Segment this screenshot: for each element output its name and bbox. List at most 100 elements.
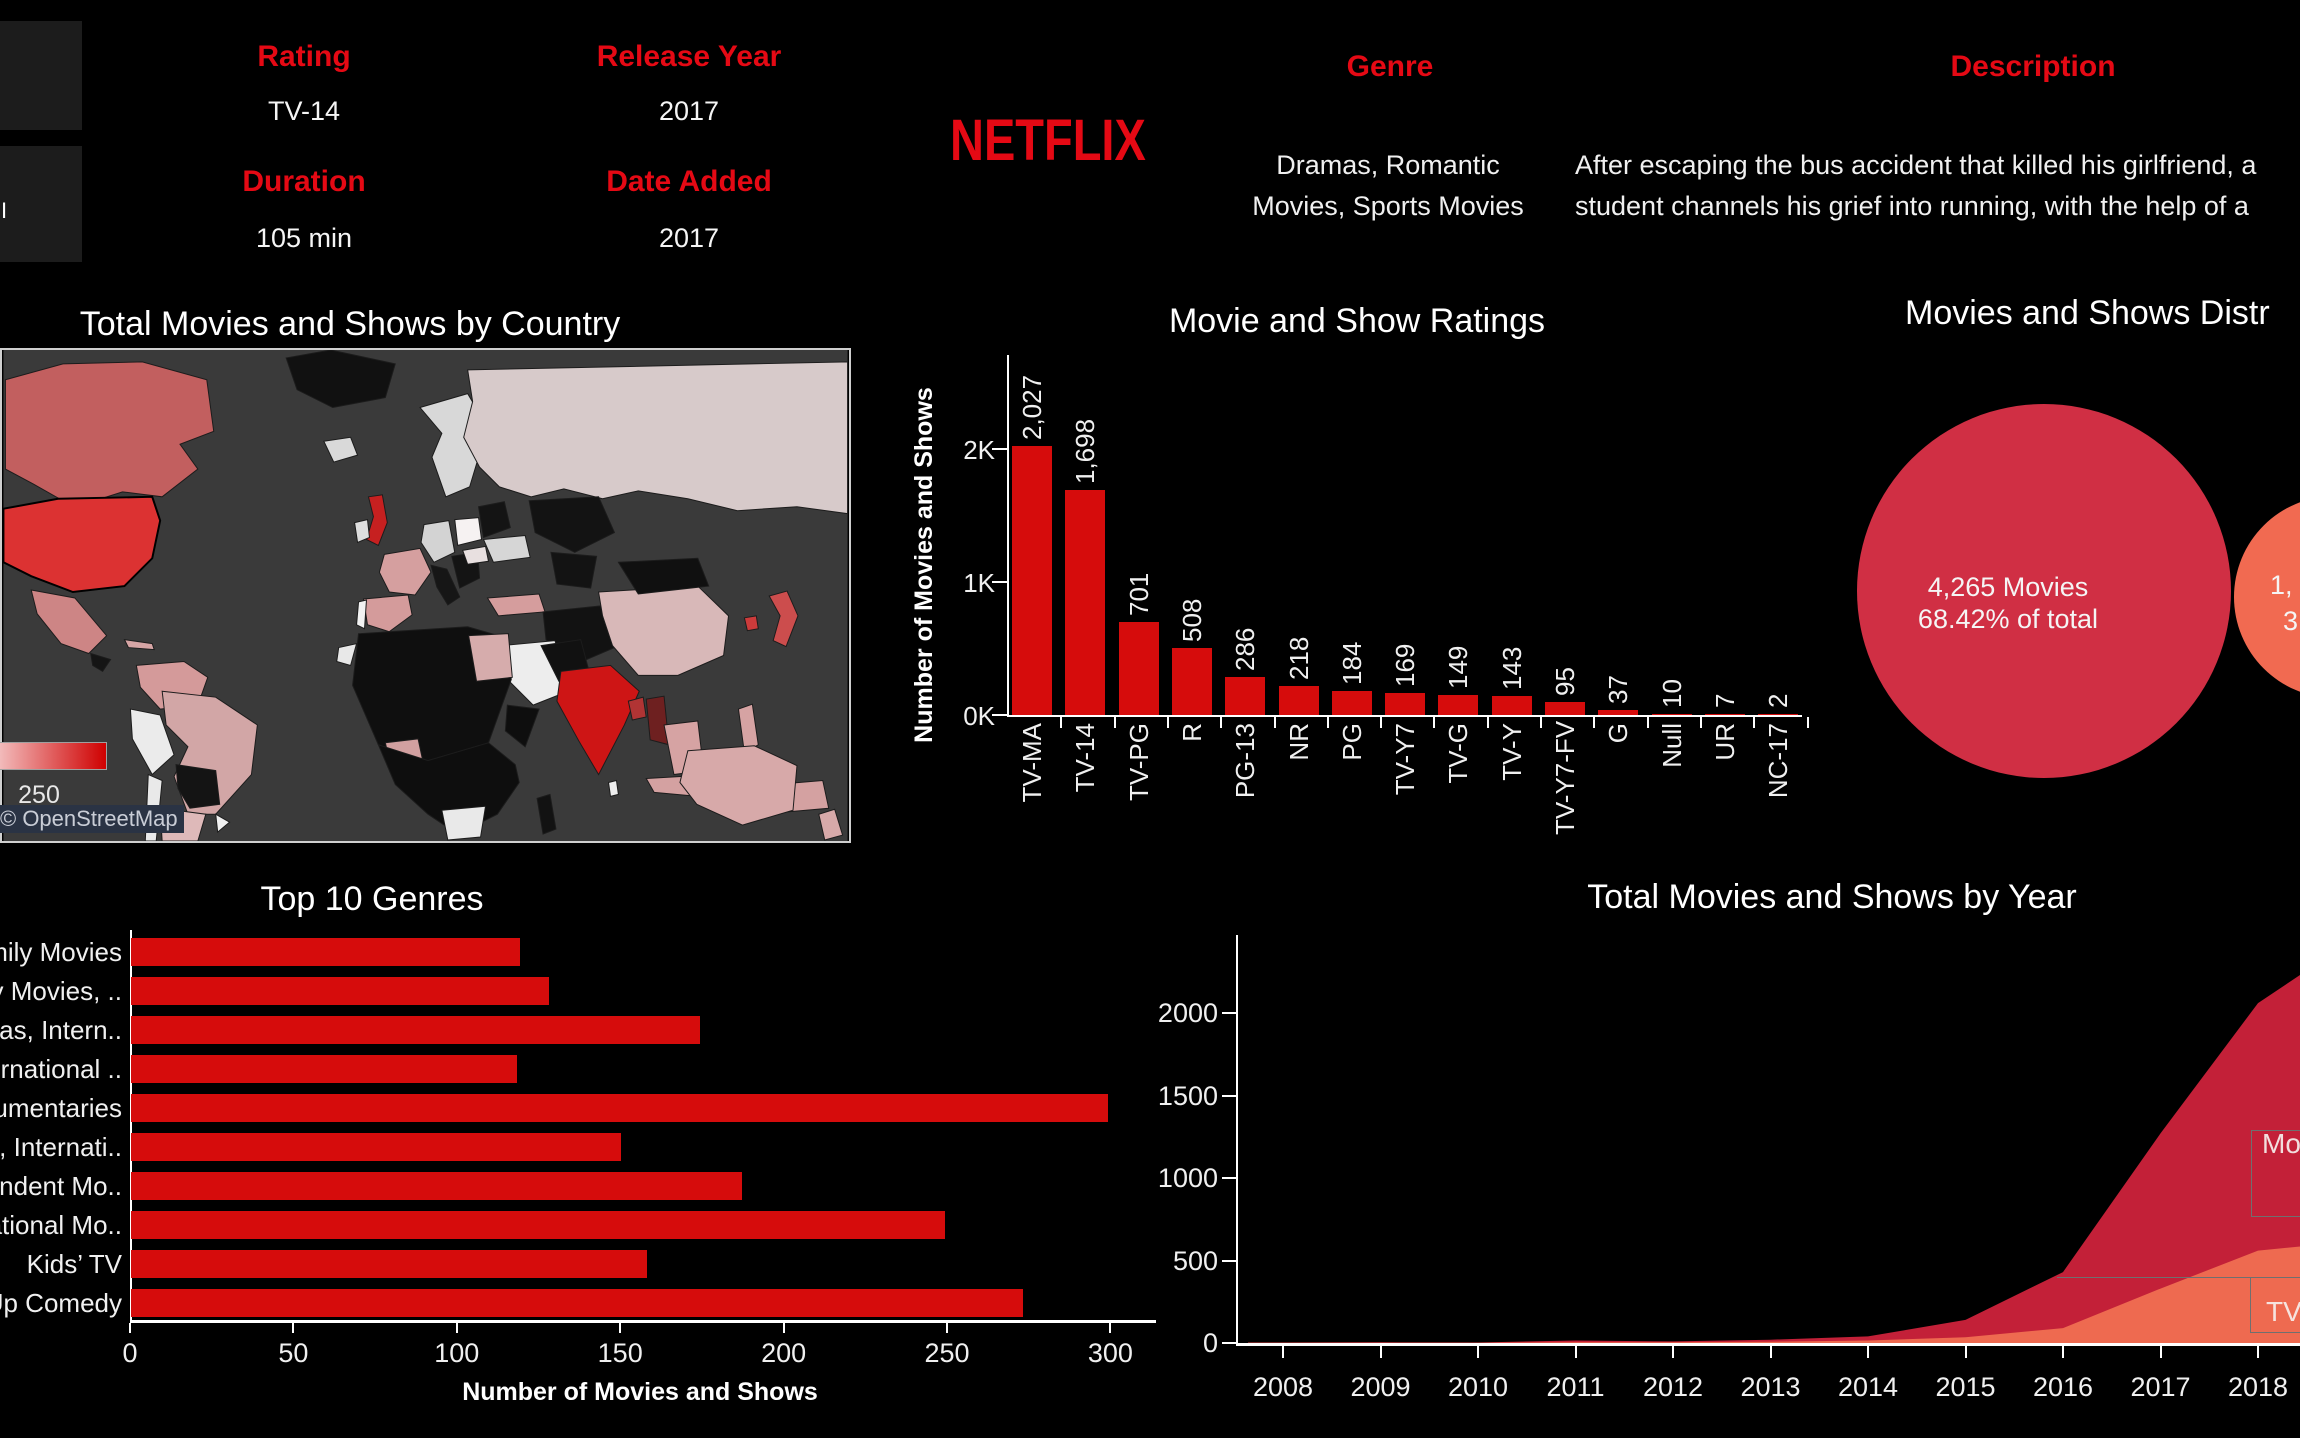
country-philippines[interactable]	[737, 703, 759, 754]
ratings-bar-TV-G[interactable]	[1438, 695, 1479, 715]
ratings-xtick	[1486, 717, 1489, 728]
ratings-bar-TV-Y7[interactable]	[1385, 692, 1426, 715]
country-iceland[interactable]	[323, 436, 359, 463]
country-romania[interactable]	[462, 545, 490, 565]
genre-bar-0[interactable]	[131, 938, 520, 966]
map-attribution[interactable]: © OpenStreetMap	[0, 805, 184, 833]
country-australia[interactable]	[679, 745, 798, 826]
ratings-bar-UR[interactable]	[1704, 713, 1745, 715]
genre-line-1: Dramas, Romantic	[1276, 150, 1500, 180]
country-russia[interactable]	[463, 361, 849, 515]
ratings-bar-NR[interactable]	[1278, 686, 1319, 715]
genre-bar-7[interactable]	[131, 1211, 945, 1239]
ratings-ytick	[992, 581, 1007, 583]
ratings-bar-Null[interactable]	[1651, 713, 1692, 715]
ratings-xtick	[1646, 717, 1649, 728]
country-india[interactable]	[556, 664, 640, 776]
genre-bar-1[interactable]	[131, 977, 550, 1005]
movies-bubble[interactable]	[1857, 404, 2231, 778]
tv-shows-area[interactable]	[1248, 1246, 2300, 1344]
country-germany[interactable]	[420, 520, 456, 563]
country-france[interactable]	[378, 547, 432, 596]
ratings-category-label-Null: Null	[1656, 723, 1687, 768]
genre-label-0: mily Movies	[0, 937, 122, 967]
country-guatemala[interactable]	[90, 652, 112, 673]
country-central-asia[interactable]	[550, 551, 598, 589]
ratings-x-axis	[1007, 715, 1802, 717]
country-japan[interactable]	[768, 590, 799, 648]
country-greenland[interactable]	[285, 350, 396, 409]
genres-xtick-label-250: 250	[924, 1338, 970, 1368]
tv-annotation-box	[2250, 1277, 2300, 1333]
ratings-bar-TV-Y7-FV[interactable]	[1545, 702, 1585, 715]
country-italy[interactable]	[430, 564, 461, 606]
ratings-xtick	[1060, 717, 1063, 728]
country-turkey[interactable]	[486, 593, 546, 617]
country-poland[interactable]	[454, 517, 483, 547]
ratings-value-label-TV-Y: 143	[1496, 646, 1527, 690]
genre-label-2: as, Intern..	[0, 1015, 122, 1045]
country-west-sahara[interactable]	[336, 642, 358, 667]
ratings-bar-TV-14[interactable]	[1065, 489, 1106, 715]
year-ytick-label-0: 0	[1202, 1328, 1218, 1358]
country-united-states[interactable]	[2, 495, 162, 594]
genres-xtick-label-50: 50	[278, 1338, 309, 1368]
ratings-bar-R[interactable]	[1171, 647, 1212, 715]
year-xtick	[2257, 1346, 2259, 1358]
ratings-category-label-TV-Y7-FV: TV-Y7-FV	[1550, 720, 1580, 835]
movies-area[interactable]	[1248, 975, 2300, 1343]
country-canada[interactable]	[4, 361, 215, 502]
filter-card-1[interactable]	[0, 21, 82, 130]
country-china[interactable]	[598, 585, 730, 676]
filter-card-2[interactable]: I	[0, 146, 82, 262]
year-xtick-label-2016: 2016	[2032, 1372, 2094, 1402]
genres-chart-title: Top 10 Genres	[260, 880, 484, 918]
genre-bar-6[interactable]	[131, 1172, 743, 1200]
genre-bar-5[interactable]	[131, 1133, 622, 1161]
map-color-legend[interactable]	[0, 742, 107, 770]
country-south-korea[interactable]	[743, 615, 759, 632]
country-uruguay[interactable]	[215, 813, 231, 834]
country-mongolia[interactable]	[617, 557, 710, 595]
genre-bar-2[interactable]	[131, 1016, 700, 1044]
country-mexico[interactable]	[30, 589, 108, 655]
world-map[interactable]	[2, 350, 849, 841]
country-spain[interactable]	[362, 594, 413, 633]
genre-bar-4[interactable]	[131, 1094, 1109, 1122]
country-sri-lanka[interactable]	[607, 779, 619, 797]
ratings-bar-NC-17[interactable]	[1758, 713, 1799, 715]
country-bangladesh[interactable]	[627, 696, 647, 721]
ratings-bar-TV-PG[interactable]	[1118, 621, 1159, 715]
country-ukraine[interactable]	[482, 534, 531, 563]
country-bolivia-paraguay[interactable]	[175, 764, 221, 809]
ratings-bar-TV-MA[interactable]	[1012, 445, 1052, 715]
country-new-zealand[interactable]	[818, 808, 844, 841]
country-ireland[interactable]	[354, 519, 370, 544]
country-egypt[interactable]	[468, 633, 513, 682]
country-madagascar[interactable]	[536, 793, 557, 835]
release-year-label: Release Year	[596, 40, 782, 73]
genre-label-4: umentaries	[0, 1093, 122, 1123]
genre-label-7: ational Mo..	[0, 1210, 122, 1240]
country-horn-of-africa[interactable]	[504, 704, 540, 748]
year-area-plot[interactable]	[1238, 930, 2300, 1408]
genre-bar-3[interactable]	[131, 1055, 517, 1083]
country-peru[interactable]	[129, 708, 175, 776]
year-xtick-label-2009: 2009	[1350, 1372, 1411, 1402]
country-baltics-belarus[interactable]	[478, 501, 511, 539]
country-cuba[interactable]	[123, 639, 155, 651]
genres-y-axis	[130, 930, 132, 1321]
year-xtick-label-2010: 2010	[1447, 1372, 1509, 1402]
country-portugal[interactable]	[356, 599, 368, 630]
ratings-bar-PG-13[interactable]	[1225, 677, 1266, 715]
genre-bar-9[interactable]	[131, 1289, 1024, 1317]
ratings-bar-G[interactable]	[1598, 710, 1639, 715]
date-added-value: 2017	[658, 223, 720, 253]
country-south-africa[interactable]	[441, 805, 487, 841]
ratings-bar-TV-Y[interactable]	[1491, 696, 1532, 715]
country-united-kingdom[interactable]	[365, 494, 388, 547]
country-kazakhstan[interactable]	[528, 496, 616, 553]
year-xtick	[1574, 1346, 1577, 1358]
ratings-bar-PG[interactable]	[1331, 690, 1372, 715]
genre-bar-8[interactable]	[131, 1250, 648, 1278]
